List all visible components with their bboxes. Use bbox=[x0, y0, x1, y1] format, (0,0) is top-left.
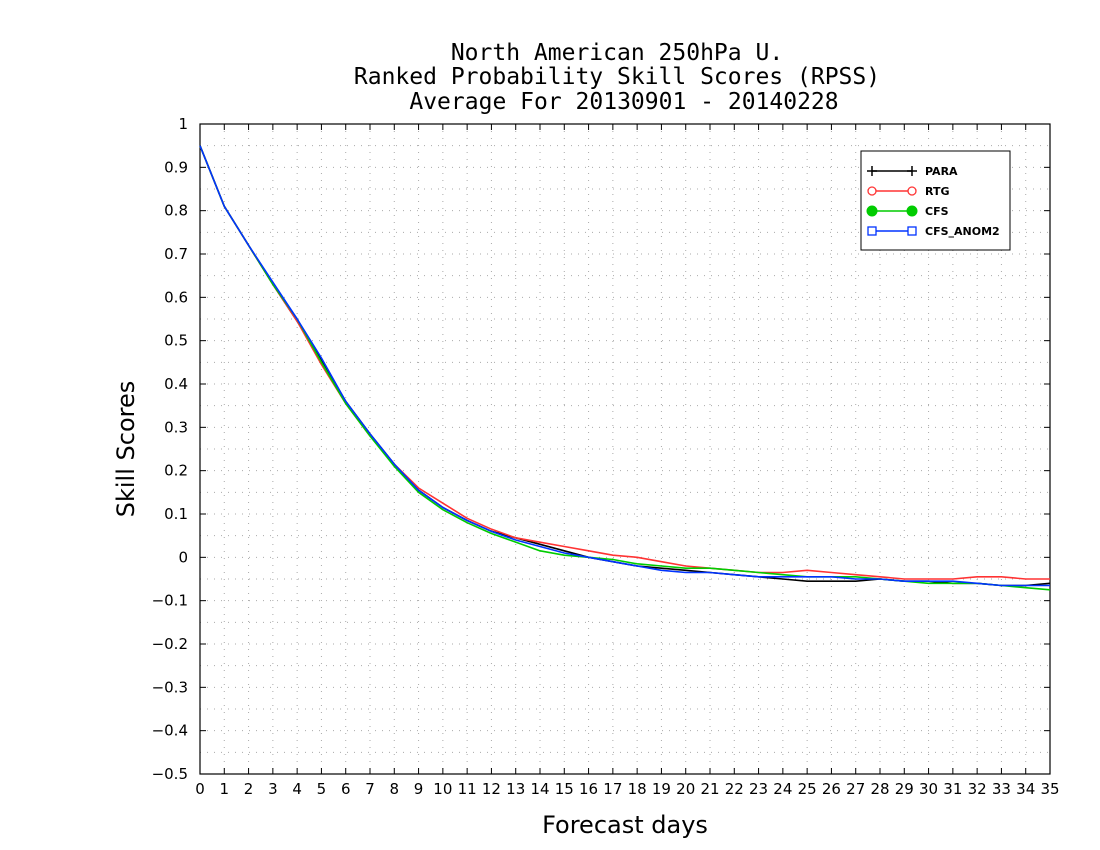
axis-ticks bbox=[199, 123, 1051, 775]
series-line-cfs-anom2 bbox=[199, 145, 1050, 587]
chart-title: North American 250hPa U. Ranked Probabil… bbox=[354, 40, 880, 115]
x-tick-label: 10 bbox=[433, 780, 452, 798]
y-axis-tick-labels: 1 0.9 0.8 0.7 0.6 0.5 0.4 0.3 0.2 0.1 0 −0.1 −0.2 −0.… bbox=[152, 115, 188, 783]
x-tick-label: 22 bbox=[725, 780, 744, 798]
y-axis-title: Skill Scores bbox=[112, 381, 140, 518]
x-tick-label: 21 bbox=[700, 780, 719, 798]
x-tick-label: 26 bbox=[822, 780, 841, 798]
y-tick-label: 0 bbox=[178, 548, 188, 566]
x-tick-label: 16 bbox=[579, 780, 598, 798]
x-axis-title: Forecast days bbox=[542, 811, 708, 839]
legend-label-rtg: RTG bbox=[925, 185, 950, 198]
y-tick-label: 0.9 bbox=[164, 158, 188, 176]
y-tick-label: 0.5 bbox=[164, 332, 188, 350]
y-tick-label: 0.4 bbox=[164, 375, 188, 393]
legend-label-cfs: CFS bbox=[925, 205, 949, 218]
x-tick-label: 0 bbox=[195, 780, 205, 798]
x-tick-label: 5 bbox=[317, 780, 327, 798]
x-tick-label: 33 bbox=[992, 780, 1011, 798]
x-tick-label: 11 bbox=[458, 780, 477, 798]
x-tick-label: 19 bbox=[652, 780, 671, 798]
x-tick-label: 1 bbox=[220, 780, 230, 798]
x-tick-label: 27 bbox=[846, 780, 865, 798]
x-tick-label: 18 bbox=[628, 780, 647, 798]
chart-title-line-1: North American 250hPa U. bbox=[451, 40, 783, 66]
chart-title-line-3: Average For 20130901 - 20140228 bbox=[409, 89, 838, 115]
y-tick-label: 0.3 bbox=[164, 418, 188, 436]
x-tick-label: 24 bbox=[773, 780, 792, 798]
x-tick-label: 14 bbox=[530, 780, 549, 798]
legend: PARA RTG CFS CFS_ANOM2 bbox=[860, 150, 1011, 251]
y-tick-label: 0.1 bbox=[164, 505, 188, 523]
legend-marker-square-open bbox=[907, 226, 917, 236]
legend-entries: PARA RTG CFS CFS_ANOM2 bbox=[866, 165, 1000, 238]
x-tick-label: 20 bbox=[676, 780, 695, 798]
x-tick-label: 23 bbox=[749, 780, 768, 798]
y-tick-label: 0.8 bbox=[164, 202, 188, 220]
x-tick-label: 15 bbox=[555, 780, 574, 798]
y-tick-label: 0.2 bbox=[164, 462, 188, 480]
x-tick-label: 31 bbox=[943, 780, 962, 798]
x-tick-label: 9 bbox=[414, 780, 424, 798]
series-lines bbox=[199, 145, 1051, 591]
x-tick-label: 17 bbox=[603, 780, 622, 798]
legend-marker-circle-open bbox=[867, 186, 877, 196]
legend-marker-square-open bbox=[867, 226, 877, 236]
x-tick-label: 25 bbox=[798, 780, 817, 798]
y-tick-label: −0.5 bbox=[152, 765, 188, 783]
x-tick-label: 4 bbox=[292, 780, 302, 798]
y-tick-label: 0.7 bbox=[164, 245, 188, 263]
x-tick-label: 32 bbox=[968, 780, 987, 798]
x-tick-label: 35 bbox=[1040, 780, 1059, 798]
y-tick-label: −0.3 bbox=[152, 678, 188, 696]
x-tick-label: 3 bbox=[268, 780, 278, 798]
x-tick-label: 8 bbox=[390, 780, 400, 798]
legend-marker-circle-filled bbox=[866, 205, 878, 217]
chart-title-line-2: Ranked Probability Skill Scores (RPSS) bbox=[354, 64, 880, 90]
y-tick-label: −0.2 bbox=[152, 635, 188, 653]
x-tick-label: 13 bbox=[506, 780, 525, 798]
legend-box bbox=[860, 150, 1011, 251]
x-tick-label: 2 bbox=[244, 780, 254, 798]
x-tick-label: 6 bbox=[341, 780, 351, 798]
x-tick-label: 29 bbox=[895, 780, 914, 798]
legend-label-cfs-anom2: CFS_ANOM2 bbox=[925, 225, 1000, 238]
x-tick-label: 12 bbox=[482, 780, 501, 798]
x-axis-tick-labels: 0 1 2 3 4 5 6 7 8 9 10 11 12 13 14 15 16 17 18 19 20 21 22 23 24… bbox=[195, 780, 1059, 798]
x-tick-label: 7 bbox=[365, 780, 375, 798]
legend-label-para: PARA bbox=[925, 165, 958, 178]
x-tick-label: 30 bbox=[919, 780, 938, 798]
plot-frame bbox=[199, 123, 1051, 775]
legend-marker-circle-filled bbox=[906, 205, 918, 217]
legend-marker-circle-open bbox=[907, 186, 917, 196]
x-tick-label: 28 bbox=[870, 780, 889, 798]
y-tick-label: −0.4 bbox=[152, 722, 188, 740]
y-tick-label: −0.1 bbox=[152, 592, 188, 610]
y-tick-label: 1 bbox=[178, 115, 188, 133]
x-tick-label: 34 bbox=[1016, 780, 1035, 798]
y-tick-label: 0.6 bbox=[164, 288, 188, 306]
